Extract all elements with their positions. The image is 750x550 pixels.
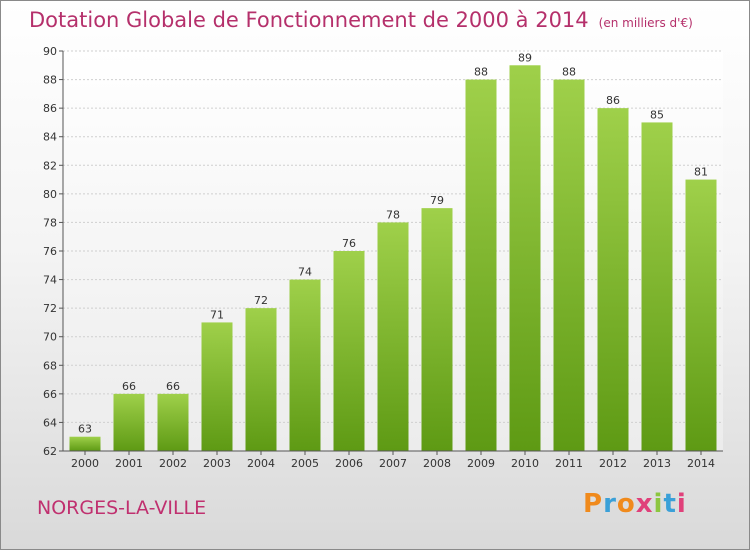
bar-2006: [333, 251, 365, 451]
chart-title-text: Dotation Globale de Fonctionnement de 20…: [29, 8, 589, 32]
data-label-2001: 66: [122, 380, 136, 393]
bar-2003: [201, 322, 233, 451]
x-tick-label-2000: 2000: [71, 457, 99, 470]
data-label-2008: 79: [430, 194, 444, 207]
x-tick-label-2010: 2010: [511, 457, 539, 470]
x-tick-label-2012: 2012: [599, 457, 627, 470]
data-label-2009: 88: [474, 66, 488, 79]
data-label-2010: 89: [518, 51, 532, 64]
logo-letter: o: [616, 489, 636, 519]
bar-2001: [113, 393, 145, 451]
data-label-2002: 66: [166, 380, 180, 393]
bar-2000: [69, 436, 101, 451]
bar-2002: [157, 393, 189, 451]
data-label-2013: 85: [650, 108, 664, 121]
x-tick-label-2002: 2002: [159, 457, 187, 470]
y-tick-label: 72: [43, 302, 57, 315]
y-tick-label: 66: [43, 388, 57, 401]
logo-letter: x: [635, 489, 654, 519]
x-tick-label-2005: 2005: [291, 457, 319, 470]
y-tick-label: 82: [43, 159, 57, 172]
y-tick-label: 90: [43, 45, 57, 58]
x-tick-label-2009: 2009: [467, 457, 495, 470]
bar-2010: [509, 65, 541, 452]
y-tick-label: 88: [43, 74, 57, 87]
x-tick-label-2001: 2001: [115, 457, 143, 470]
data-label-2011: 88: [562, 66, 576, 79]
logo-letter: r: [603, 489, 617, 519]
x-tick-label-2014: 2014: [687, 457, 715, 470]
bar-2004: [245, 308, 277, 451]
bar-2009: [465, 79, 497, 452]
logo-letter: P: [583, 489, 604, 519]
axes: [59, 50, 723, 455]
location-label: NORGES-LA-VILLE: [37, 497, 207, 519]
labels: 62 64 66 68 70 72 74 76 78 80 82 84 86 88 90 63 2000 66 20…: [43, 45, 715, 470]
x-tick-label-2007: 2007: [379, 457, 407, 470]
data-label-2014: 81: [694, 166, 708, 179]
grid-lines: [63, 50, 723, 423]
logo-letter: i: [653, 489, 664, 519]
y-tick-label: 62: [43, 445, 57, 458]
data-label-2007: 78: [386, 208, 400, 221]
x-tick-label-2011: 2011: [555, 457, 583, 470]
x-tick-label-2008: 2008: [423, 457, 451, 470]
y-tick-label: 64: [43, 416, 57, 429]
bar-2014: [685, 179, 717, 452]
bar-2007: [377, 222, 409, 451]
y-tick-label: 86: [43, 102, 57, 115]
data-label-2004: 72: [254, 294, 268, 307]
y-tick-label: 80: [43, 188, 57, 201]
bar-2013: [641, 122, 673, 451]
logo-letter: i: [676, 489, 687, 519]
y-tick-label: 70: [43, 331, 57, 344]
bars: [69, 65, 717, 452]
x-tick-label-2004: 2004: [247, 457, 275, 470]
data-label-2000: 63: [78, 423, 92, 436]
bar-2011: [553, 79, 585, 452]
y-tick-label: 84: [43, 131, 57, 144]
proxiti-logo: Proxiti: [583, 489, 687, 519]
data-label-2005: 74: [298, 266, 312, 279]
chart-subtitle: (en milliers d'€): [598, 16, 693, 30]
y-tick-label: 78: [43, 216, 57, 229]
y-tick-label: 74: [43, 274, 57, 287]
logo-letter: t: [663, 489, 677, 519]
x-tick-label-2003: 2003: [203, 457, 231, 470]
x-tick-label-2006: 2006: [335, 457, 363, 470]
bar-2012: [597, 108, 629, 452]
data-label-2012: 86: [606, 94, 620, 107]
chart-title: Dotation Globale de Fonctionnement de 20…: [29, 8, 693, 32]
x-tick-label-2013: 2013: [643, 457, 671, 470]
bar-2008: [421, 208, 453, 451]
y-tick-label: 76: [43, 245, 57, 258]
data-label-2003: 71: [210, 308, 224, 321]
y-tick-label: 68: [43, 359, 57, 372]
data-label-2006: 76: [342, 237, 356, 250]
bar-2005: [289, 279, 321, 451]
